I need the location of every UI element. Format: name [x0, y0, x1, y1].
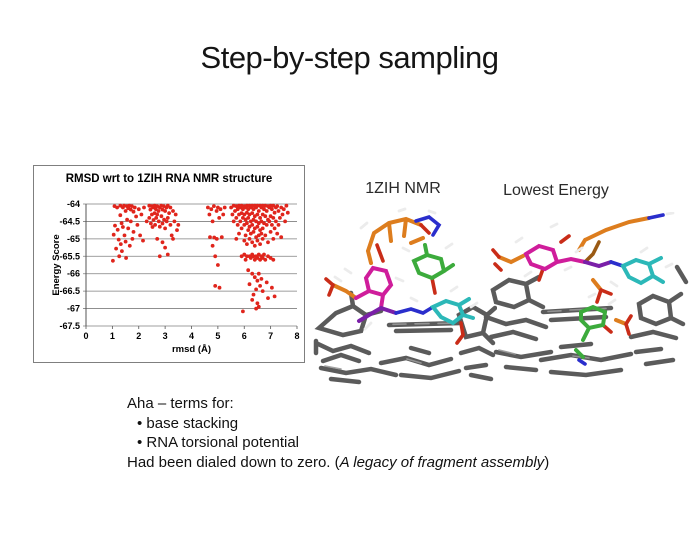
svg-text:3: 3 [163, 331, 168, 341]
svg-text:-67.5: -67.5 [59, 321, 80, 331]
notes-bullet-2: • RNA torsional potential [137, 434, 300, 451]
svg-text:6: 6 [242, 331, 247, 341]
chart-title: RMSD wrt to 1ZIH RNA NMR structure [65, 173, 273, 185]
label-lowest-energy: Lowest Energy [503, 182, 609, 199]
notes-last-italic: A legacy of fragment assembly [339, 453, 545, 471]
label-1zih-nmr: 1ZIH NMR [365, 180, 441, 197]
notes-last-suffix: ) [544, 453, 550, 471]
svg-text:-66.5: -66.5 [59, 286, 80, 296]
svg-text:rmsd (Å): rmsd (Å) [172, 344, 211, 355]
svg-text:5: 5 [215, 331, 220, 341]
notes-last-prefix: Had been dialed down to zero. ( [127, 453, 340, 471]
svg-text:7: 7 [268, 331, 273, 341]
svg-text:Energy Score: Energy Score [51, 234, 62, 295]
rmsd-scatter-plot: -64 -64.5 -65 -65.5 -66 -66.5 -67 -67.50 1 2 3 4 5 6 7… [51, 199, 300, 355]
svg-text:-64: -64 [67, 199, 80, 209]
svg-text:1: 1 [110, 331, 115, 341]
notes-block: Aha – terms for: • base stacking • RNA t… [127, 394, 549, 472]
svg-text:-66: -66 [67, 269, 80, 279]
molecule-image-1zih-nmr [313, 207, 497, 385]
svg-text:0: 0 [83, 331, 88, 341]
svg-text:-65.5: -65.5 [59, 251, 80, 261]
svg-text:-67: -67 [67, 304, 80, 314]
notes-bullet-1: • base stacking [137, 414, 239, 432]
svg-text:-64.5: -64.5 [59, 216, 80, 226]
svg-text:4: 4 [189, 331, 194, 341]
svg-text:2: 2 [136, 331, 141, 341]
notes-last-line: Had been dialed down to zero. (A legacy … [127, 453, 549, 473]
slide-title: Step-by-step sampling [200, 40, 499, 75]
rmsd-chart-panel: RMSD wrt to 1ZIH RNA NMR structure -64 -6… [33, 165, 305, 363]
molecule-image-lowest-energy [483, 212, 689, 378]
svg-text:8: 8 [294, 331, 299, 341]
notes-line-1: Aha – terms for: [127, 395, 234, 412]
svg-text:-65: -65 [67, 234, 80, 244]
